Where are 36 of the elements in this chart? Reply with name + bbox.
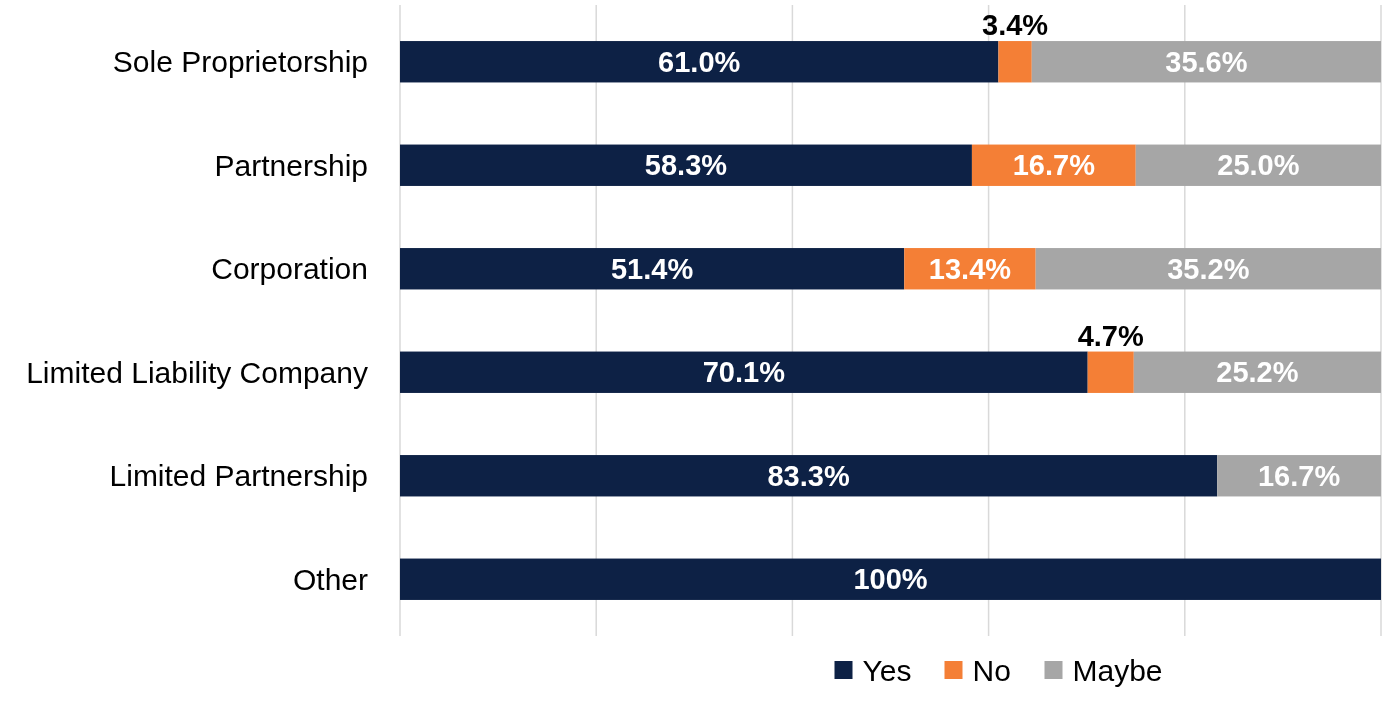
data-label: 25.2% (1216, 356, 1299, 389)
y-tick-label: Other (292, 562, 369, 596)
bar (1133, 351, 1381, 393)
y-tick-label: Partnership (214, 148, 368, 182)
bar (998, 41, 1032, 83)
y-tick-label: Corporation (211, 252, 368, 286)
bar (400, 558, 1381, 600)
data-label: 70.1% (702, 356, 786, 389)
bar (400, 455, 1218, 497)
legend-label: Maybe (1072, 653, 1163, 687)
data-label: 100% (853, 563, 928, 596)
data-label: 61.0% (658, 45, 741, 78)
bar (400, 144, 972, 186)
bar (400, 41, 999, 83)
data-label: 35.2% (1167, 252, 1250, 285)
data-label: 51.4% (611, 252, 694, 285)
data-label: 16.7% (1012, 149, 1096, 182)
data-label: 25.0% (1217, 149, 1300, 182)
y-tick-label: Limited Liability Company (26, 355, 368, 389)
bar (1135, 144, 1381, 186)
data-label: 16.7% (1257, 459, 1341, 492)
bar (1031, 41, 1381, 83)
data-label: 13.4% (928, 252, 1012, 285)
y-tick-label: Sole Proprietorship (112, 45, 368, 79)
bar (1035, 248, 1381, 290)
bar (400, 248, 905, 290)
bar (400, 351, 1088, 393)
legend-label: No (972, 653, 1011, 687)
legend-label: Yes (862, 653, 912, 687)
bar (1087, 351, 1134, 393)
data-label: 35.6% (1165, 45, 1248, 78)
data-label: 58.3% (644, 149, 728, 182)
y-tick-label: Limited Partnership (109, 459, 368, 493)
data-label: 4.7% (1077, 319, 1144, 352)
data-label: 3.4% (982, 9, 1049, 42)
data-label: 83.3% (767, 459, 850, 492)
